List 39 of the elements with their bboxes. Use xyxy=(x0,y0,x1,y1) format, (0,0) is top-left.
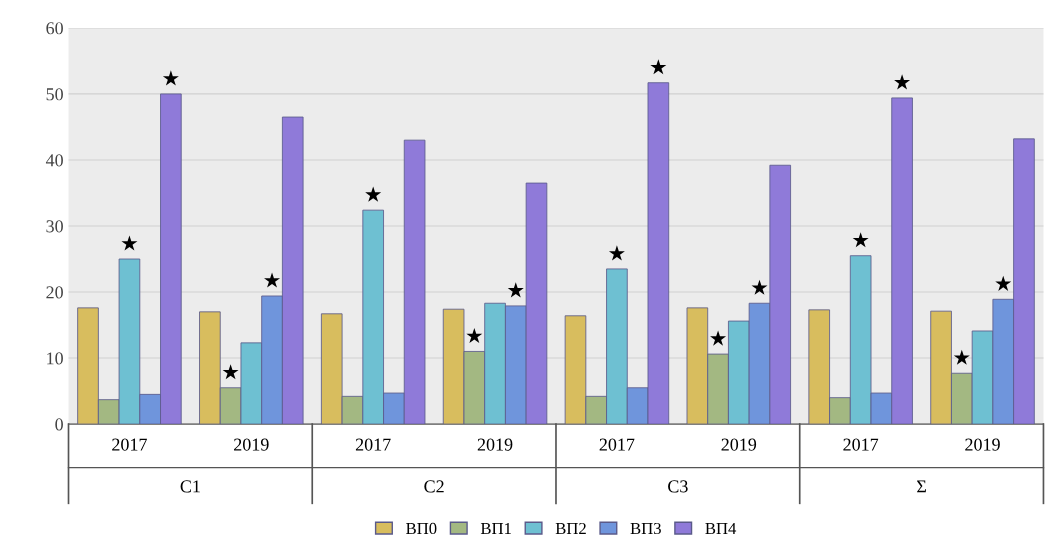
x-tick-label: 2017 xyxy=(599,438,635,451)
x-tick-label: 2019 xyxy=(477,438,513,451)
x-tick-label: 2017 xyxy=(355,438,391,451)
data-label: ★ xyxy=(751,279,768,295)
data-label: ★ xyxy=(121,235,138,251)
x-tick-label: 2017 xyxy=(843,438,879,451)
legend-label: ВП1 xyxy=(480,522,511,534)
data-label: ★ xyxy=(466,327,483,344)
text: С1 xyxy=(180,480,200,493)
text: С2 xyxy=(424,480,444,493)
legend-label: ВП2 xyxy=(555,522,586,534)
data-label: ★ xyxy=(650,59,667,75)
data-label: ★ xyxy=(710,330,727,346)
data-label: ★ xyxy=(995,275,1012,291)
data-label: ★ xyxy=(507,282,524,298)
data-label: ★ xyxy=(894,74,911,90)
y-tick-label: 20 xyxy=(46,286,63,299)
data-label: ★ xyxy=(365,186,382,202)
x-tick-label: 2019 xyxy=(721,438,757,451)
y-tick-label: 10 xyxy=(47,352,63,365)
data-label: ★ xyxy=(953,349,970,365)
data-label: ★ xyxy=(608,245,625,261)
data-label: ★ xyxy=(264,272,281,288)
data-label: ★ xyxy=(162,70,179,86)
y-tick-label: 30 xyxy=(46,220,63,233)
x-tick-label: 2017 xyxy=(112,438,147,451)
legend-label: ВП4 xyxy=(705,522,737,534)
data-label: ★ xyxy=(222,364,239,380)
x-tick-label: 2019 xyxy=(234,438,269,451)
y-tick-label: 50 xyxy=(46,88,63,101)
data-label: ★ xyxy=(852,232,869,248)
legend-label: ВП0 xyxy=(406,522,437,535)
text: С3 xyxy=(668,480,688,493)
x-tick-label: 2019 xyxy=(965,438,1000,451)
y-tick-label: 40 xyxy=(45,154,63,167)
text: Σ xyxy=(917,480,926,493)
y-tick-label: 0 xyxy=(55,418,63,431)
legend-label: ВП3 xyxy=(630,522,661,535)
y-tick-label: 60 xyxy=(46,22,63,35)
